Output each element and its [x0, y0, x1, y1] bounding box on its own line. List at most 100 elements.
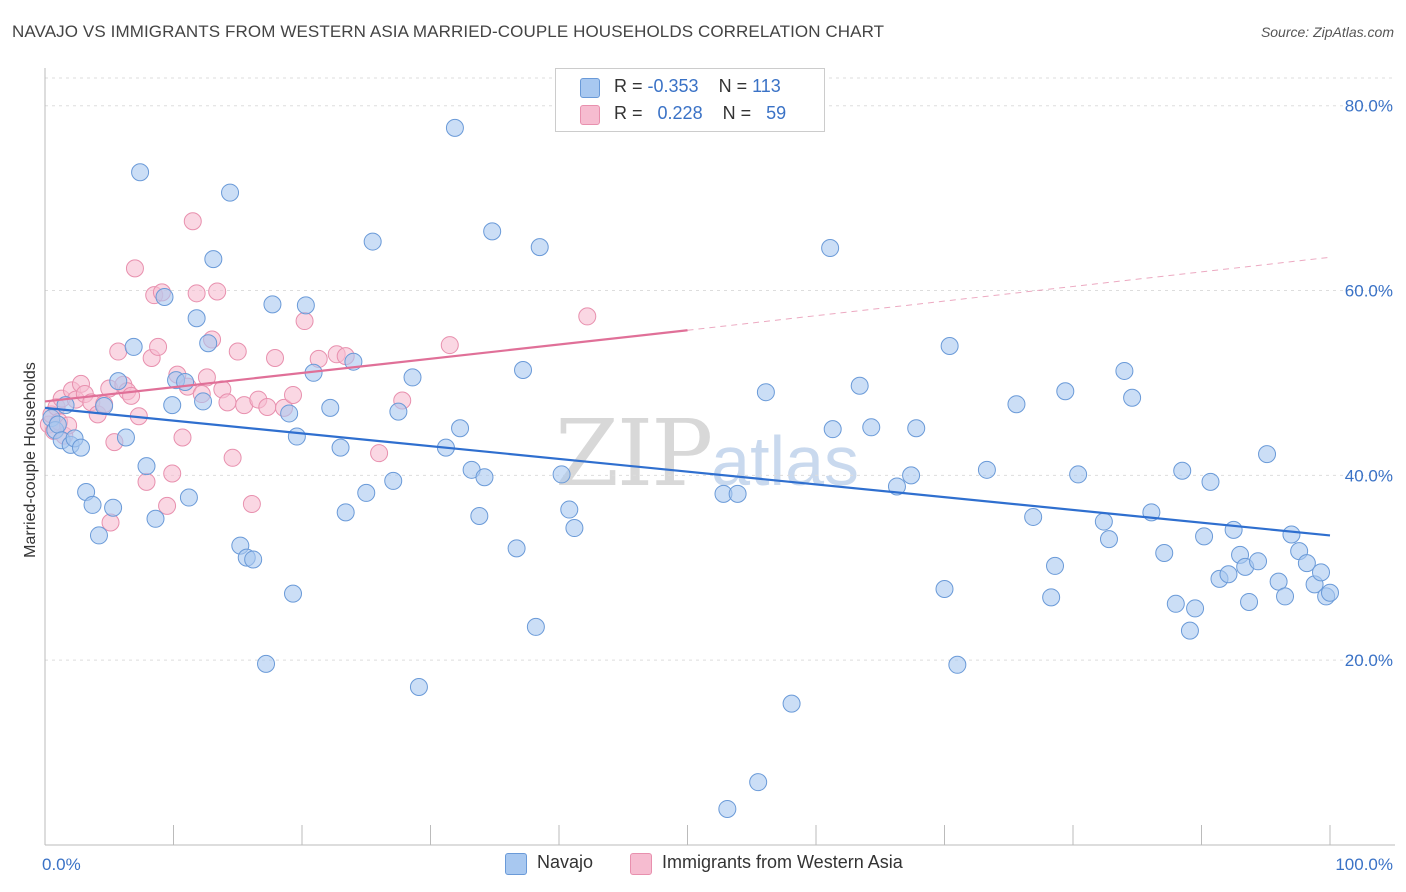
navajo-point [384, 471, 403, 490]
navajo-point [1099, 530, 1118, 549]
navajo-point [526, 617, 545, 636]
navajo-point [1282, 525, 1301, 544]
navajo-point [124, 337, 143, 356]
bottom-legend-label-immigrants: Immigrants from Western Asia [662, 852, 903, 872]
legend-text-immigrants: R = 0.228 N = 59 [614, 103, 786, 124]
navajo-point [263, 295, 282, 314]
navajo-point [1155, 543, 1174, 562]
navajo-point [409, 677, 428, 696]
y-tick-label: 40.0% [1345, 466, 1393, 485]
immigrants-trend-extension [687, 256, 1331, 331]
navajo-point [821, 239, 840, 258]
navajo-point [257, 654, 276, 673]
navajo-point [336, 503, 355, 522]
navajo-point [530, 238, 549, 257]
navajo-point [1042, 588, 1061, 607]
legend-swatch-immigrants [580, 105, 600, 125]
bottom-legend-swatch-navajo [505, 853, 527, 875]
navajo-point [823, 420, 842, 439]
navajo-point [163, 396, 182, 415]
immigrants-point [197, 368, 216, 387]
navajo-point [357, 483, 376, 502]
navajo-point [1166, 594, 1185, 613]
legend-imm-r-value: 0.228 [657, 103, 703, 123]
legend-text-navajo: R = -0.353 N = 113 [614, 76, 781, 97]
navajo-point [296, 296, 315, 315]
navajo-point [1115, 361, 1134, 380]
navajo-point [560, 500, 579, 519]
navajo-point [321, 398, 340, 417]
navajo-point [1297, 554, 1316, 573]
navajo-point [204, 250, 223, 269]
axes [44, 68, 1395, 846]
navajo-point [1240, 592, 1259, 611]
immigrants-point [163, 464, 182, 483]
legend-navajo-n-label: N = [718, 76, 753, 96]
navajo-point [1312, 563, 1331, 582]
immigrants-point [109, 342, 128, 361]
navajo-point [1069, 465, 1088, 484]
navajo-point [287, 427, 306, 446]
immigrants-point [258, 397, 277, 416]
y-tick-label: 20.0% [1345, 651, 1393, 670]
immigrants-point [228, 342, 247, 361]
navajo-point [1046, 556, 1065, 575]
immigrants-point [266, 349, 285, 368]
legend-navajo-r-value: -0.353 [647, 76, 699, 96]
navajo-point [977, 460, 996, 479]
navajo-point [284, 584, 303, 603]
navajo-point [887, 477, 906, 496]
navajo-point [71, 438, 90, 457]
correlation-legend: R = -0.353 N = 113 R = 0.228 N = 59 [555, 68, 825, 132]
navajo-point [935, 580, 954, 599]
watermark-zip: ZIP [555, 400, 713, 507]
navajo-point [514, 361, 533, 380]
navajo-point [109, 372, 128, 391]
navajo-point [1219, 565, 1238, 584]
navajo-point [475, 468, 494, 487]
navajo-point [1056, 382, 1075, 401]
immigrants-point [137, 472, 156, 491]
navajo-point [470, 507, 489, 526]
navajo-point [902, 466, 921, 485]
y-tick-label: 60.0% [1345, 282, 1393, 301]
navajo-point [89, 526, 108, 545]
immigrants-point [295, 312, 314, 331]
navajo-point [1201, 472, 1220, 491]
navajo-point [552, 465, 571, 484]
navajo-point [907, 419, 926, 438]
navajo-point [155, 288, 174, 307]
navajo-point [782, 694, 801, 713]
immigrants-point [242, 495, 261, 514]
navajo-point [131, 163, 150, 182]
navajo-point [1224, 520, 1243, 539]
navajo-point [48, 415, 67, 434]
navajo-point [862, 418, 881, 437]
navajo-point [199, 334, 218, 353]
trend-lines [44, 256, 1331, 537]
immigrants-point [158, 496, 177, 515]
navajo-point [95, 397, 114, 416]
legend-navajo-n-value: 113 [752, 76, 781, 96]
immigrants-point [173, 428, 192, 447]
y-axis-title: Married-couple Households [22, 362, 39, 558]
navajo-point [1276, 587, 1295, 606]
immigrants-point [149, 337, 168, 356]
navajo-point [728, 484, 747, 503]
navajo-point [1180, 621, 1199, 640]
legend-swatch-navajo [580, 78, 600, 98]
navajo-point [1258, 445, 1277, 464]
navajo-point [940, 336, 959, 355]
immigrants-point [578, 307, 597, 326]
navajo-point [187, 309, 206, 328]
navajo-point [1007, 395, 1026, 414]
navajo-point [194, 392, 213, 411]
legend-imm-n-value: 59 [766, 103, 787, 123]
navajo-point [507, 539, 526, 558]
navajo-point [749, 773, 768, 792]
navajo-point [116, 428, 135, 447]
immigrants-point [208, 282, 227, 301]
navajo-point [1173, 461, 1192, 480]
navajo-point [331, 438, 350, 457]
